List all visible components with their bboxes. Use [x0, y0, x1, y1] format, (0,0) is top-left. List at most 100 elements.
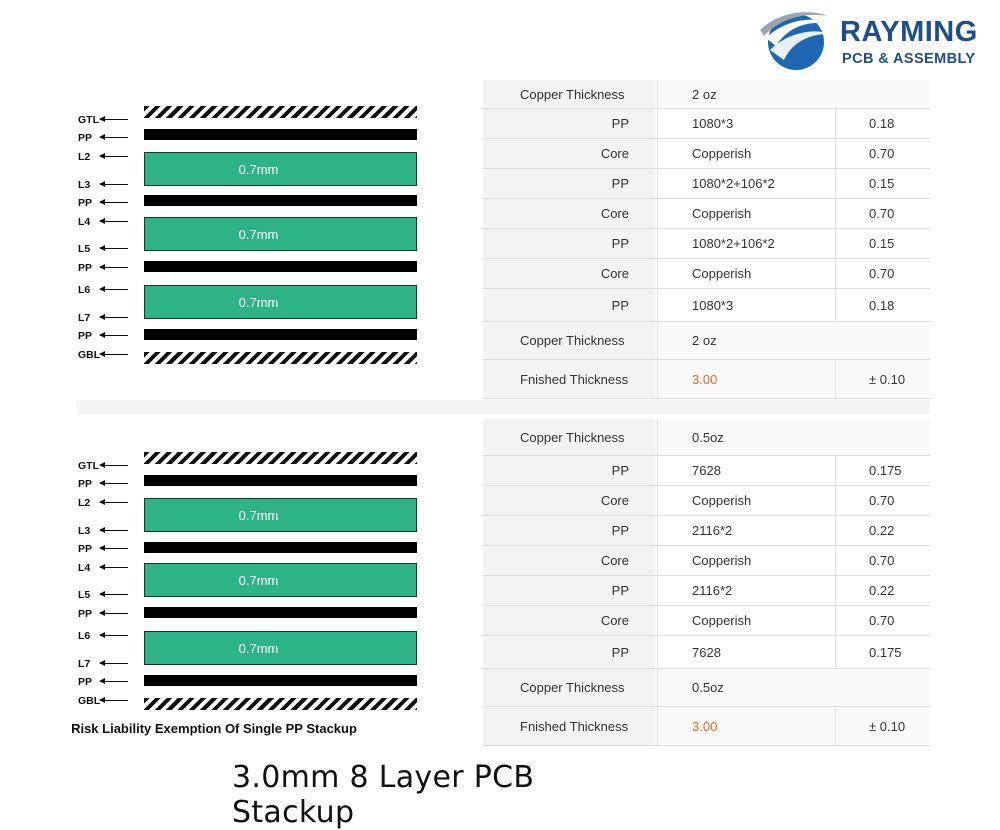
- prepreg-layer: [144, 261, 417, 272]
- arrow-left-icon: [99, 526, 128, 533]
- layer-thickness: 0.18: [835, 289, 930, 321]
- arrow-left-icon: [99, 133, 128, 140]
- layer-name: Core: [483, 486, 655, 515]
- arrow-left-icon: [99, 152, 128, 159]
- layer-name: PP: [483, 289, 655, 321]
- table-row: Core Copperish 0.70: [483, 139, 930, 169]
- core-layer: 0.7mm: [144, 285, 417, 319]
- layer-label-text: L6: [78, 630, 91, 642]
- layer-label: PP: [78, 330, 142, 342]
- layer-label-text: PP: [78, 262, 93, 274]
- layer-name: PP: [483, 169, 655, 198]
- layer-name: Core: [483, 199, 655, 228]
- layer-label-text: L3: [78, 525, 91, 537]
- layer-label: PP: [78, 262, 142, 274]
- layer-name: Copper Thickness: [483, 669, 655, 706]
- arrow-left-icon: [99, 677, 128, 684]
- arrow-left-icon: [99, 590, 128, 597]
- layer-thickness: 0.70: [835, 486, 930, 515]
- layer-name: PP: [483, 636, 655, 668]
- arrow-left-icon: [99, 285, 128, 292]
- page-title: 3.0mm 8 Layer PCB Stackup: [232, 760, 535, 830]
- table-row: PP 7628 0.175: [483, 456, 930, 486]
- layer-label-text: GBL: [78, 349, 101, 361]
- table-row: Copper Thickness 2 oz: [483, 80, 930, 109]
- layer-name: PP: [483, 109, 655, 138]
- prepreg-layer: [144, 607, 417, 618]
- layer-material: 7628: [657, 636, 835, 668]
- layer-label: GTL: [78, 114, 142, 126]
- layer-material: 2 oz: [657, 80, 835, 108]
- layer-label-text: L2: [78, 151, 91, 163]
- layer-label: L4: [78, 216, 142, 228]
- layer-thickness: 0.70: [835, 139, 930, 168]
- layer-label-text: L4: [78, 216, 91, 228]
- prepreg-layer: [144, 475, 417, 486]
- layer-thickness: 0.15: [835, 169, 930, 198]
- layer-label-text: PP: [78, 132, 93, 144]
- layer-name: PP: [483, 576, 655, 605]
- table-row: Copper Thickness 0.5oz: [483, 669, 930, 707]
- thickness-tolerance: ± 0.10: [835, 360, 930, 398]
- arrow-left-icon: [99, 331, 128, 338]
- layer-label-text: L3: [78, 179, 91, 191]
- table-row: PP 1080*3 0.18: [483, 109, 930, 139]
- arrow-left-icon: [99, 696, 128, 703]
- arrow-left-icon: [99, 563, 128, 570]
- table-row: PP 1080*3 0.18: [483, 289, 930, 322]
- rayming-logo: RAYMING PCB & ASSEMBLY: [758, 8, 990, 72]
- core-layer: 0.7mm: [144, 217, 417, 251]
- layer-label: L3: [78, 525, 142, 537]
- layer-label: L7: [78, 658, 142, 670]
- layer-material: Copperish: [657, 486, 835, 515]
- copper-top-layer: [144, 106, 417, 118]
- layer-label-text: L2: [78, 497, 91, 509]
- layer-label-text: GBL: [78, 695, 101, 707]
- layer-thickness: 0.70: [835, 606, 930, 635]
- stackup-diagram-bottom: GTL PP L2 L3 PP L4 L5 PP L6 L7 PP GBL 0.…: [70, 405, 430, 735]
- layer-name: Core: [483, 606, 655, 635]
- layer-name: PP: [483, 516, 655, 545]
- stackup-diagram-top: GTL PP L2 L3 PP L4 L5 PP L6 L7 PP GBL 0.…: [70, 80, 430, 410]
- arrow-left-icon: [99, 217, 128, 224]
- core-layer: 0.7mm: [144, 498, 417, 532]
- layer-label: L2: [78, 151, 142, 163]
- layer-label: L4: [78, 562, 142, 574]
- table-row: Core Copperish 0.70: [483, 606, 930, 636]
- arrow-left-icon: [99, 350, 128, 357]
- layer-name: Copper Thickness: [483, 80, 655, 108]
- layer-label: PP: [78, 676, 142, 688]
- table-row: PP 2116*2 0.22: [483, 576, 930, 606]
- layer-label-text: GTL: [78, 114, 99, 126]
- layer-material: 1080*3: [657, 289, 835, 321]
- core-layer: 0.7mm: [144, 631, 417, 665]
- layer-label: L6: [78, 284, 142, 296]
- stackup-section-bottom: GTL PP L2 L3 PP L4 L5 PP L6 L7 PP GBL 0.…: [0, 405, 1000, 750]
- table-row: Fnished Thickness 3.00 ± 0.10: [483, 360, 930, 399]
- layer-name: Core: [483, 546, 655, 575]
- layer-name: PP: [483, 456, 655, 485]
- layer-material: 2116*2: [657, 576, 835, 605]
- layer-label: L7: [78, 312, 142, 324]
- layer-label: PP: [78, 608, 142, 620]
- layer-name: Fnished Thickness: [483, 707, 655, 745]
- layer-material: 0.5oz: [657, 669, 835, 706]
- layer-material: 1080*3: [657, 109, 835, 138]
- arrow-left-icon: [99, 244, 128, 251]
- layer-material: 7628: [657, 456, 835, 485]
- layer-label-text: PP: [78, 676, 93, 688]
- layer-label: PP: [78, 197, 142, 209]
- layer-thickness: 0.175: [835, 636, 930, 668]
- layer-label: PP: [78, 478, 142, 490]
- stackup-section-top: GTL PP L2 L3 PP L4 L5 PP L6 L7 PP GBL 0.…: [0, 80, 1000, 405]
- layer-label: GTL: [78, 460, 142, 472]
- core-layer: 0.7mm: [144, 152, 417, 186]
- layer-thickness: 0.70: [835, 546, 930, 575]
- brand-name: RAYMING: [840, 16, 978, 48]
- table-row: Core Copperish 0.70: [483, 199, 930, 229]
- layer-label-text: PP: [78, 543, 93, 555]
- layer-thickness: 0.70: [835, 259, 930, 288]
- table-row: PP 2116*2 0.22: [483, 516, 930, 546]
- layer-label: L6: [78, 630, 142, 642]
- layer-thickness: 0.22: [835, 516, 930, 545]
